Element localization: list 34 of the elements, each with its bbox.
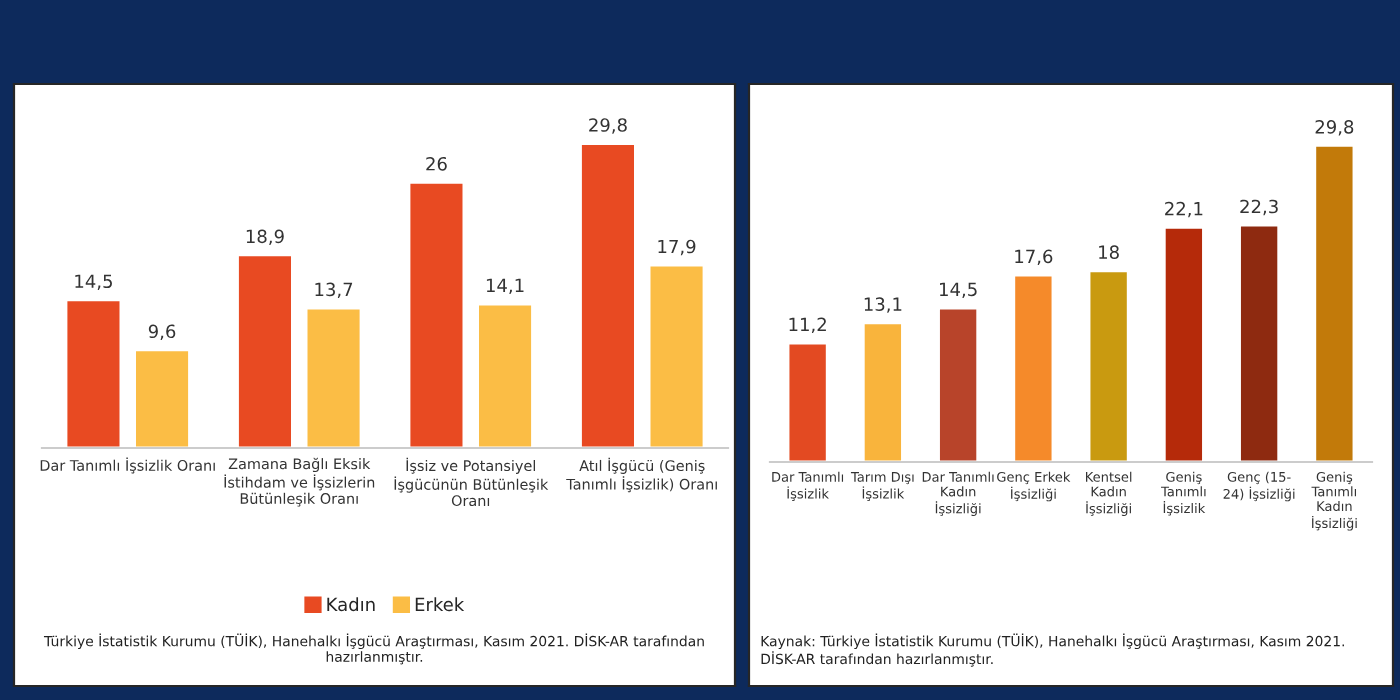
data-label: 11,2 <box>789 317 826 334</box>
data-label: 26 <box>426 156 447 171</box>
data-label: 17,9 <box>658 239 696 256</box>
data-label: 22,1 <box>1165 201 1203 218</box>
data-label: 14,1 <box>486 278 524 295</box>
legend-label: Erkek <box>415 597 465 612</box>
bar <box>1238 223 1281 462</box>
bar <box>1313 144 1356 462</box>
data-label: 9,6 <box>148 324 176 340</box>
data-label: 18 <box>1099 245 1119 259</box>
bar <box>407 181 466 448</box>
data-label: 14,5 <box>75 274 112 290</box>
data-label: 18,9 <box>246 229 284 245</box>
bar <box>579 142 637 448</box>
bar <box>304 306 363 448</box>
data-label: 14,5 <box>940 282 977 298</box>
bar <box>861 321 904 462</box>
legend-label: Kadın <box>327 597 375 612</box>
bar <box>476 302 534 448</box>
bar <box>786 341 829 462</box>
data-label: 17,6 <box>1015 249 1053 266</box>
data-label: 29,8 <box>1315 119 1354 136</box>
bar <box>236 253 294 448</box>
bar <box>937 306 980 462</box>
bar <box>133 348 191 448</box>
bar <box>1012 273 1055 462</box>
data-label: 13,7 <box>315 282 353 299</box>
data-label: 29,8 <box>589 118 627 134</box>
bar <box>1162 225 1205 462</box>
data-label: 13,1 <box>864 297 902 313</box>
data-label: 22,3 <box>1240 199 1278 216</box>
bar <box>64 298 123 448</box>
bar <box>1087 269 1130 462</box>
bar <box>647 263 706 448</box>
